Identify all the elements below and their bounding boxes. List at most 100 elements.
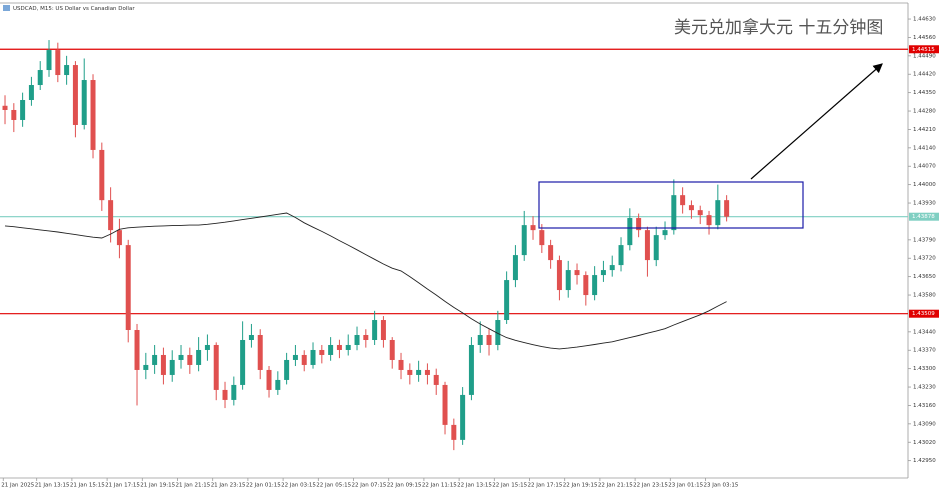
candle-body bbox=[407, 369, 413, 375]
candle-body bbox=[697, 210, 703, 216]
y-tick-label: 1.44490 bbox=[913, 53, 936, 59]
candle-body bbox=[565, 270, 571, 291]
level-label-box bbox=[909, 45, 939, 54]
level-label-box bbox=[909, 309, 939, 318]
candle-body bbox=[609, 265, 615, 271]
candle-body bbox=[134, 330, 140, 370]
range-box bbox=[538, 181, 804, 229]
y-tick-label: 1.44070 bbox=[913, 164, 936, 170]
level-label: 1.43878 bbox=[912, 214, 935, 220]
candle-body bbox=[662, 230, 668, 236]
x-tick-label: 22 Jan 15:15 bbox=[492, 483, 527, 489]
candle-body bbox=[398, 359, 404, 370]
x-tick-label: 21 Jan 15:15 bbox=[70, 483, 105, 489]
candle-body bbox=[486, 335, 492, 345]
y-tick-label: 1.44350 bbox=[913, 90, 936, 96]
candle-body bbox=[442, 384, 448, 425]
candle-body bbox=[680, 195, 686, 206]
y-tick-label: 1.43300 bbox=[913, 366, 936, 372]
candle-body bbox=[248, 335, 254, 340]
candle-body bbox=[213, 344, 219, 390]
candle-body bbox=[636, 218, 642, 231]
moving-average bbox=[4, 212, 727, 350]
candle-body bbox=[90, 80, 96, 150]
x-tick-label: 22 Jan 19:15 bbox=[563, 483, 598, 489]
candle-body bbox=[389, 339, 395, 360]
candle-body bbox=[530, 225, 536, 231]
candle-body bbox=[11, 109, 17, 120]
y-tick-label: 1.44000 bbox=[913, 182, 936, 188]
candle-body bbox=[301, 354, 307, 365]
y-tick-label: 1.43090 bbox=[913, 421, 936, 427]
candle-body bbox=[178, 354, 184, 360]
candle-body bbox=[20, 99, 26, 120]
candle-body bbox=[583, 275, 589, 296]
x-tick-label: 21 Jan 23:15 bbox=[211, 483, 246, 489]
x-tick-label: 21 Jan 2025 bbox=[1, 483, 34, 489]
candle-body bbox=[521, 225, 527, 256]
candle-body bbox=[266, 369, 272, 390]
y-tick-label: 1.43020 bbox=[913, 440, 936, 446]
candle-body bbox=[644, 230, 650, 261]
candle-body bbox=[143, 364, 149, 370]
y-tick-label: 1.43370 bbox=[913, 348, 936, 354]
candle-body bbox=[715, 200, 721, 226]
y-tick-label: 1.43440 bbox=[913, 329, 936, 335]
y-tick-label: 1.44630 bbox=[913, 17, 936, 23]
symbol-icon bbox=[3, 5, 10, 11]
y-tick-label: 1.44420 bbox=[913, 72, 936, 78]
candle-body bbox=[372, 320, 378, 340]
y-tick-label: 1.43230 bbox=[913, 385, 936, 391]
y-tick-label: 1.43930 bbox=[913, 201, 936, 207]
x-tick-label: 22 Jan 11:15 bbox=[422, 483, 457, 489]
candle-body bbox=[363, 335, 369, 340]
candle-body bbox=[55, 50, 61, 76]
x-tick-label: 22 Jan 01:15 bbox=[246, 483, 281, 489]
x-tick-label: 21 Jan 17:15 bbox=[105, 483, 140, 489]
x-tick-label: 22 Jan 17:15 bbox=[528, 483, 563, 489]
candle-body bbox=[556, 260, 562, 291]
trend-arrow bbox=[750, 63, 883, 180]
candle-body bbox=[116, 230, 122, 246]
candle-body bbox=[724, 200, 730, 217]
x-tick-label: 22 Jan 23:15 bbox=[633, 483, 668, 489]
candle-body bbox=[688, 205, 694, 211]
candle-body bbox=[451, 424, 457, 440]
candle-body bbox=[46, 50, 52, 71]
candle-body bbox=[600, 270, 606, 276]
candle-body bbox=[653, 235, 659, 261]
level-label: 1.44515 bbox=[912, 47, 935, 53]
candle-body bbox=[108, 200, 114, 231]
candle-body bbox=[468, 344, 474, 395]
candle-body bbox=[495, 320, 501, 345]
x-tick-label: 22 Jan 03:15 bbox=[281, 483, 316, 489]
candle-body bbox=[152, 354, 158, 365]
candle-body bbox=[706, 215, 712, 226]
candle-body bbox=[292, 354, 298, 360]
candle-body bbox=[548, 245, 554, 261]
candle-body bbox=[618, 245, 624, 266]
y-tick-label: 1.42950 bbox=[913, 458, 936, 464]
candle-body bbox=[671, 195, 677, 231]
x-tick-label: 22 Jan 13:15 bbox=[457, 483, 492, 489]
candle-body bbox=[416, 369, 422, 375]
candle-body bbox=[2, 105, 8, 110]
candle-body bbox=[64, 65, 70, 76]
candle-body bbox=[328, 344, 334, 355]
candle-body bbox=[460, 394, 466, 440]
x-tick-label: 23 Jan 03:15 bbox=[704, 483, 739, 489]
candle-body bbox=[354, 335, 360, 345]
candle-body bbox=[240, 339, 246, 385]
candle-body bbox=[257, 335, 263, 370]
y-tick-label: 1.43580 bbox=[913, 293, 936, 299]
y-tick-label: 1.43650 bbox=[913, 274, 936, 280]
candle-body bbox=[81, 80, 87, 125]
candle-body bbox=[125, 245, 131, 331]
x-tick-label: 22 Jan 05:15 bbox=[316, 483, 351, 489]
candle-body bbox=[222, 389, 228, 400]
y-tick-label: 1.43720 bbox=[913, 256, 936, 262]
candle-body bbox=[345, 344, 351, 350]
candle-body bbox=[336, 344, 342, 350]
candle-body bbox=[72, 65, 78, 125]
